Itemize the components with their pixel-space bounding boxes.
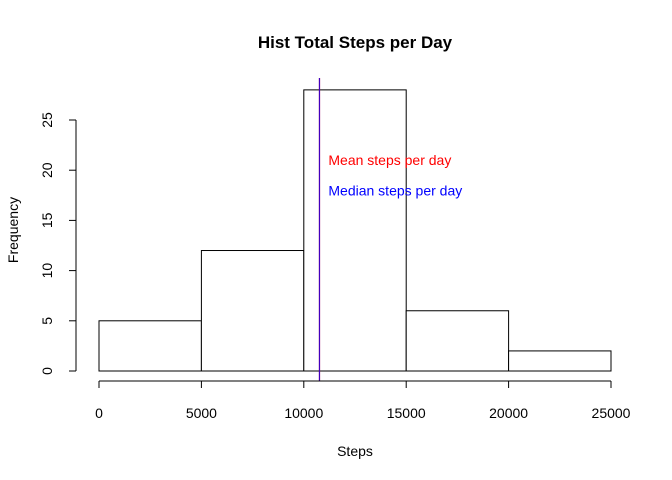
y-tick-label-1: 5 bbox=[39, 317, 55, 325]
x-axis-label: Steps bbox=[337, 443, 373, 459]
chart-annotations: Mean steps per day Median steps per day bbox=[328, 152, 462, 198]
y-axis: 0 5 10 15 20 25 bbox=[39, 112, 77, 375]
histogram-bar-1 bbox=[200, 250, 305, 372]
histogram-bar-2 bbox=[303, 89, 407, 372]
y-tick-label-0: 0 bbox=[39, 367, 55, 375]
y-tick-label-3: 15 bbox=[39, 212, 55, 228]
chart-title: Hist Total Steps per Day bbox=[258, 33, 453, 52]
x-tick-label-5: 25000 bbox=[592, 405, 631, 421]
histogram-bars bbox=[98, 89, 612, 372]
histogram-bar-4 bbox=[508, 350, 612, 372]
x-axis: 0 5000 10000 15000 20000 25000 bbox=[95, 380, 631, 421]
median-annotation: Median steps per day bbox=[328, 182, 462, 198]
y-tick-label-2: 10 bbox=[39, 263, 55, 279]
x-tick-label-0: 0 bbox=[95, 405, 103, 421]
x-tick-label-3: 15000 bbox=[387, 405, 426, 421]
histogram-bar-3 bbox=[405, 310, 510, 372]
x-tick-label-2: 10000 bbox=[284, 405, 323, 421]
y-axis-label: Frequency bbox=[5, 197, 21, 263]
histogram-bar-0 bbox=[98, 320, 202, 372]
mean-annotation: Mean steps per day bbox=[328, 152, 451, 168]
x-tick-label-4: 20000 bbox=[489, 405, 528, 421]
x-tick-label-1: 5000 bbox=[186, 405, 217, 421]
y-tick-label-4: 20 bbox=[39, 162, 55, 178]
y-tick-label-5: 25 bbox=[39, 112, 55, 128]
